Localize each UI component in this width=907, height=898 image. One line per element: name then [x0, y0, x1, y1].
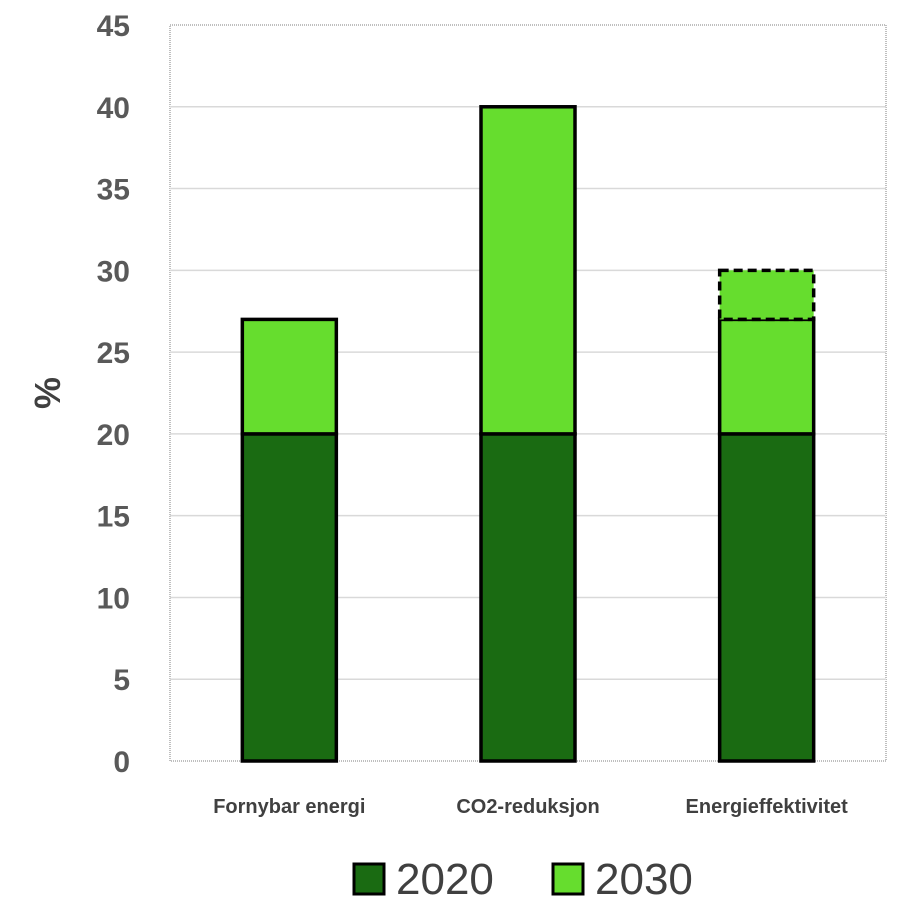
bar-segment-2020	[717, 432, 816, 763]
x-tick-label: CO2-reduksjon	[456, 796, 599, 818]
bar-segment-extra-dashed	[717, 268, 816, 322]
y-tick-label: 35	[97, 174, 130, 207]
y-tick-label: 15	[97, 501, 130, 534]
y-tick-labels: 0 5 10 15 20 25 30 35 40 45	[97, 10, 130, 779]
legend-label-2030: 2030	[595, 855, 693, 898]
y-tick-label: 10	[97, 582, 130, 615]
y-tick-label: 20	[97, 419, 130, 452]
y-tick-label: 25	[97, 337, 130, 370]
legend: 2020 2030	[352, 855, 693, 898]
y-tick-label: 0	[113, 746, 130, 779]
x-tick-label: Fornybar energi	[213, 796, 365, 818]
bar-segment-2030	[479, 105, 577, 436]
bars	[240, 105, 816, 763]
legend-swatch-2030	[551, 862, 585, 896]
y-tick-label: 40	[97, 92, 130, 125]
y-tick-label: 5	[113, 664, 130, 697]
x-tick-labels: Fornybar energi CO2-reduksjon Energieffekt…	[213, 796, 848, 818]
legend-swatch-2020	[352, 862, 386, 896]
y-tick-label: 30	[97, 255, 130, 288]
bar-segment-2020	[479, 432, 577, 763]
bar-segment-2020	[240, 432, 339, 763]
bar-segment-2030	[240, 317, 339, 436]
y-tick-label: 45	[97, 10, 130, 43]
legend-label-2020: 2020	[396, 855, 494, 898]
y-axis-label: %	[27, 377, 68, 409]
x-tick-label: Energieffektivitet	[686, 796, 849, 818]
bar-segment-2030	[717, 317, 816, 436]
